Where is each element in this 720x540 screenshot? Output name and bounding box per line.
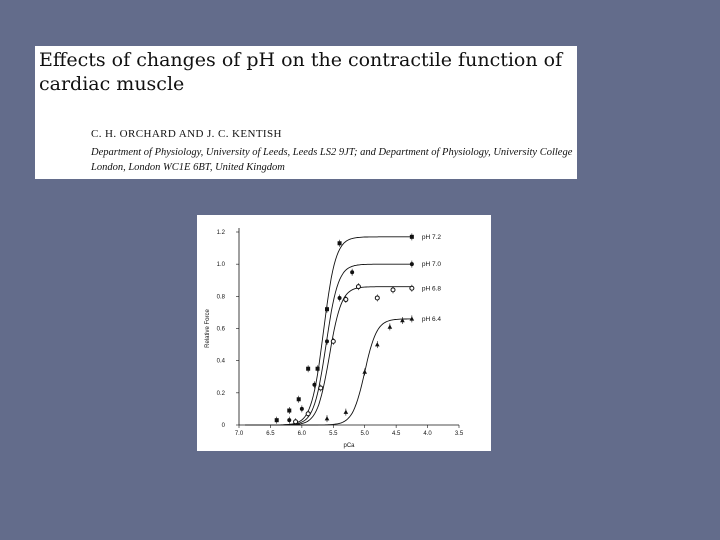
y-tick-label: 0 bbox=[222, 423, 226, 429]
force-pca-chart: 7.0 6.5 6.0 5.5 5.0 4.5 4.0 3.5 0 0.2 0.4 0.6 0.8 1.0… bbox=[205, 228, 464, 449]
data-point bbox=[315, 366, 320, 371]
data-point bbox=[374, 295, 380, 301]
x-tick-label: 7.0 bbox=[235, 431, 244, 437]
data-point bbox=[306, 366, 311, 371]
y-tick-label: 0.4 bbox=[217, 359, 226, 365]
data-point bbox=[343, 409, 349, 414]
series-curve bbox=[245, 318, 412, 426]
data-point bbox=[299, 406, 304, 411]
data-point bbox=[409, 262, 414, 267]
data-point bbox=[343, 297, 349, 303]
x-tick-label: 4.0 bbox=[423, 431, 432, 437]
legend-label: pH 6.4 bbox=[422, 316, 442, 323]
y-tick-label: 0.2 bbox=[217, 391, 226, 397]
y-tick-label: 1.0 bbox=[217, 262, 226, 268]
data-point bbox=[374, 342, 380, 347]
data-point bbox=[318, 385, 324, 391]
x-axis-label: pCa bbox=[343, 443, 355, 449]
data-point bbox=[330, 338, 336, 344]
data-point bbox=[305, 411, 311, 417]
data-point bbox=[287, 408, 292, 413]
data-point bbox=[325, 307, 329, 312]
x-tick-label: 6.0 bbox=[298, 431, 307, 437]
y-tick-label: 0.6 bbox=[217, 327, 226, 333]
x-tick-label: 5.5 bbox=[329, 431, 338, 437]
paper-affiliation: Department of Physiology, University of … bbox=[91, 147, 573, 173]
x-tick-label: 4.5 bbox=[392, 431, 401, 437]
data-point bbox=[409, 316, 415, 321]
data-point bbox=[293, 419, 299, 425]
legend-label: pH 7.2 bbox=[422, 234, 442, 241]
data-point bbox=[287, 418, 292, 423]
force-pca-figure: 7.0 6.5 6.0 5.5 5.0 4.5 4.0 3.5 0 0.2 0.4 0.6 0.8 1.0… bbox=[197, 215, 491, 451]
series-curve bbox=[245, 263, 412, 426]
data-point bbox=[409, 285, 415, 291]
paper-title: Effects of changes of pH on the contract… bbox=[39, 49, 563, 95]
data-point bbox=[274, 418, 279, 423]
paper-header: Effects of changes of pH on the contract… bbox=[35, 46, 577, 179]
data-point bbox=[337, 241, 342, 246]
data-point bbox=[409, 234, 414, 239]
y-axis-label: Relative Force bbox=[205, 309, 211, 348]
x-tick-label: 5.0 bbox=[361, 431, 370, 437]
y-tick-label: 0.8 bbox=[217, 294, 226, 300]
data-point bbox=[337, 295, 342, 300]
x-tick-label: 3.5 bbox=[455, 431, 464, 437]
data-point bbox=[325, 339, 329, 344]
data-point bbox=[350, 270, 355, 275]
data-point bbox=[387, 324, 393, 329]
data-point bbox=[390, 287, 396, 293]
legend-label: pH 6.8 bbox=[422, 285, 442, 292]
data-point bbox=[312, 382, 317, 387]
paper-authors: C. H. ORCHARD AND J. C. KENTISH bbox=[91, 128, 282, 140]
data-point bbox=[324, 416, 330, 421]
data-point bbox=[296, 397, 301, 402]
data-point bbox=[362, 369, 368, 374]
y-tick-label: 1.2 bbox=[217, 230, 226, 236]
legend-label: pH 7.0 bbox=[422, 261, 442, 268]
data-point bbox=[355, 284, 361, 290]
data-point bbox=[400, 317, 405, 323]
x-tick-label: 6.5 bbox=[266, 431, 275, 437]
